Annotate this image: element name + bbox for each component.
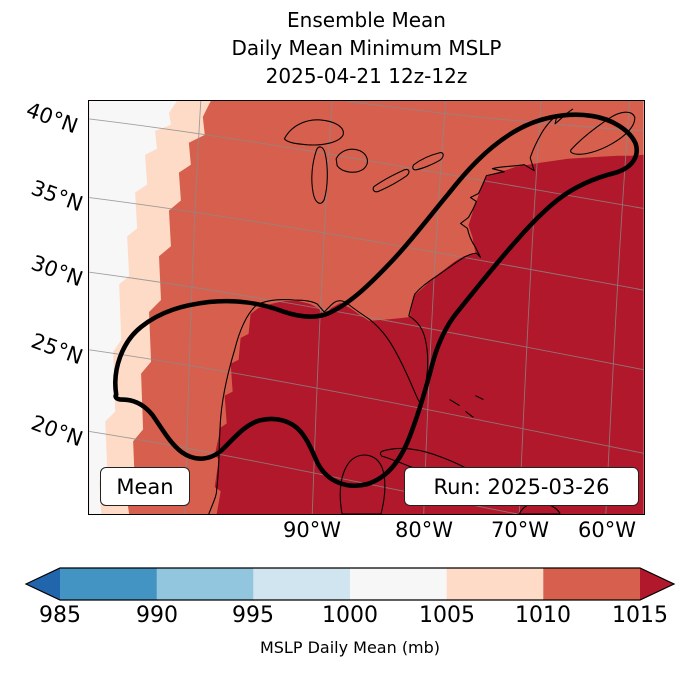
title-line-3: 2025-04-21 12z-12z bbox=[265, 64, 468, 88]
parallel-35n bbox=[89, 197, 644, 291]
colorbar-under-arrow bbox=[26, 568, 60, 600]
run-label-box: Run: 2025-03-26 bbox=[404, 467, 639, 506]
title-line-2: Daily Mean Minimum MSLP bbox=[231, 36, 502, 60]
lake-erie bbox=[372, 168, 410, 193]
lake-michigan bbox=[311, 146, 328, 204]
colorbar-seg-1010-1015 bbox=[543, 568, 640, 600]
meridian-80w bbox=[423, 101, 447, 514]
lat-tick-25n: 25°N bbox=[28, 328, 86, 370]
lat-tick-35n: 35°N bbox=[28, 175, 86, 217]
cb-tick-995: 995 bbox=[232, 603, 274, 628]
mslp-contour-line bbox=[113, 112, 639, 488]
cb-tick-1005: 1005 bbox=[419, 603, 475, 628]
cb-tick-990: 990 bbox=[136, 603, 178, 628]
colorbar-over-arrow bbox=[640, 568, 674, 600]
lake-ontario bbox=[412, 152, 444, 171]
lon-tick-90w: 90°W bbox=[283, 518, 341, 542]
colorbar-seg-990-995 bbox=[156, 568, 254, 600]
cb-tick-1010: 1010 bbox=[515, 603, 571, 628]
lat-tick-30n: 30°N bbox=[28, 250, 86, 292]
title-line-1: Ensemble Mean bbox=[287, 8, 446, 32]
figure-title: Ensemble Mean Daily Mean Minimum MSLP 20… bbox=[88, 6, 645, 90]
map-area: Mean Run: 2025-03-26 bbox=[88, 100, 645, 515]
parallel-45n bbox=[346, 101, 644, 132]
parallel-30n bbox=[89, 271, 644, 371]
colorbar-axis-label: MSLP Daily Mean (mb) bbox=[259, 638, 441, 657]
colorbar bbox=[24, 567, 676, 601]
islands-bahamas bbox=[449, 395, 484, 418]
lon-tick-80w: 80°W bbox=[395, 518, 453, 542]
lake-superior bbox=[283, 119, 344, 146]
cb-tick-1000: 1000 bbox=[322, 603, 378, 628]
colorbar-seg-1005-1010 bbox=[446, 568, 544, 600]
cb-tick-985: 985 bbox=[39, 603, 81, 628]
fill-1000-1005 bbox=[89, 101, 177, 514]
lon-tick-70w: 70°W bbox=[491, 518, 549, 542]
coast-gulf-eastcoast bbox=[208, 108, 574, 514]
map-plot bbox=[89, 101, 644, 514]
colorbar-seg-1000-1005 bbox=[350, 568, 447, 600]
fill-over-1015 bbox=[214, 154, 644, 514]
colorbar-outline bbox=[24, 567, 676, 601]
meridian-70w bbox=[518, 101, 542, 514]
colorbar-seg-985-990 bbox=[60, 568, 157, 600]
meridian-60w bbox=[605, 101, 631, 514]
cb-tick-1015: 1015 bbox=[612, 603, 668, 628]
lat-tick-40n: 40°N bbox=[23, 97, 81, 139]
lat-tick-20n: 20°N bbox=[28, 410, 86, 452]
lake-huron bbox=[335, 148, 369, 173]
run-label: Run: 2025-03-26 bbox=[433, 474, 610, 499]
parallel-25n bbox=[89, 349, 644, 454]
lon-tick-60w: 60°W bbox=[578, 518, 636, 542]
mean-label: Mean bbox=[116, 474, 174, 499]
graticule bbox=[89, 101, 644, 514]
mean-label-box: Mean bbox=[100, 467, 190, 506]
colorbar-seg-995-1000 bbox=[253, 568, 351, 600]
